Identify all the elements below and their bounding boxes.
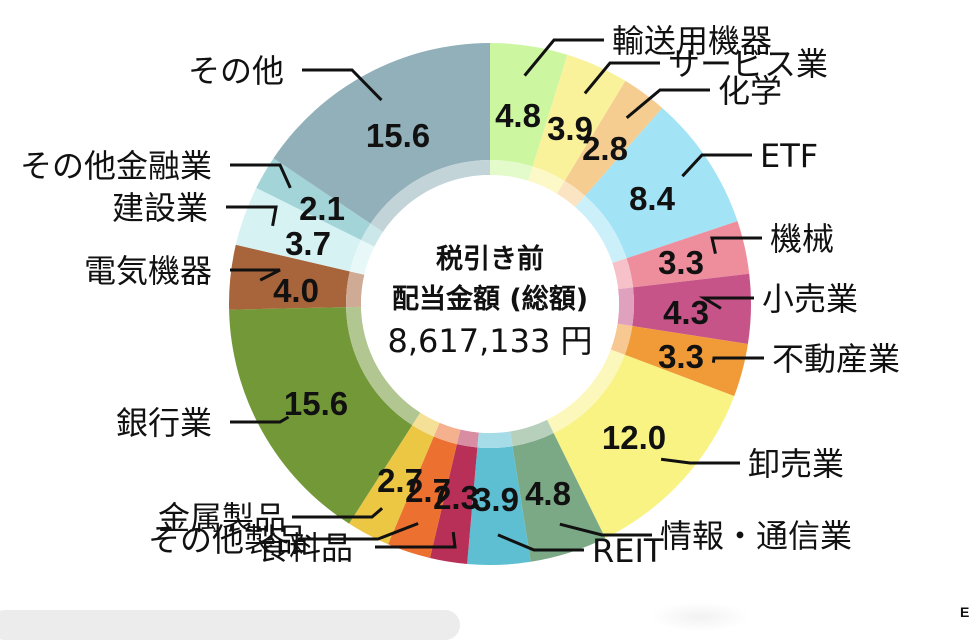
leader-line: [583, 61, 660, 95]
value-labels: 4.8 3.92.88.43.34.33.312.04.83.92.32.72.7…: [273, 97, 709, 518]
donut-segment[interactable]: [532, 54, 626, 181]
segment-value-label: 15.6: [366, 117, 430, 154]
leader-line: [302, 68, 383, 102]
segment-category-label: 食料品: [257, 529, 353, 567]
donut-segment[interactable]: [553, 354, 735, 539]
segment-value-label: 15.6: [284, 385, 348, 422]
segment-category-label: 輸送用機器: [612, 22, 772, 60]
leader-line: [292, 507, 384, 519]
leader-line: [681, 153, 752, 178]
donut-inner-band: [345, 160, 635, 448]
donut-center-summary: 税引き前 配当金額 (総額) 8,617,133 円: [360, 240, 620, 362]
donut-inner-segment: [610, 323, 633, 355]
corner-glyph: E: [960, 604, 970, 620]
leader-line: [226, 205, 278, 227]
segment-category-label: サービス業: [668, 45, 828, 83]
segment-category-label: その他金融業: [20, 147, 212, 185]
leader-line: [375, 531, 457, 549]
bottom-panel: [0, 610, 460, 640]
segment-value-label: 3.3: [658, 338, 704, 375]
donut-inner-segment: [345, 271, 365, 308]
leader-lines: [226, 38, 764, 552]
center-total-amount: 8,617,133 円: [387, 322, 593, 360]
donut-segment[interactable]: [235, 187, 362, 272]
segment-value-label: 3.9: [547, 110, 593, 147]
segment-category-label: その他製品: [148, 521, 308, 559]
segment-value-label: 4.3: [663, 294, 709, 331]
segment-value-label: 2.7: [405, 472, 451, 509]
segment-category-label: 不動産業: [772, 340, 900, 378]
segment-category-label: 卸売業: [748, 445, 844, 483]
donut-inner-segment: [346, 306, 421, 426]
segment-value-label: 2.8: [582, 130, 628, 167]
donut-inner-segment: [477, 431, 513, 448]
donut-inner-segment: [547, 349, 625, 434]
donut-segment[interactable]: [429, 444, 478, 564]
donut-segment[interactable]: [229, 244, 350, 310]
leader-line: [523, 38, 604, 77]
segment-value-label: 12.0: [602, 419, 666, 456]
bottom-glow: [650, 602, 750, 632]
donut-segment[interactable]: [490, 43, 568, 167]
segment-category-label: 電気機器: [84, 252, 212, 290]
center-title-line2: 配当金額 (総額): [391, 284, 589, 315]
segment-category-label: REIT: [592, 532, 664, 570]
segment-value-label: 3.3: [658, 244, 704, 281]
leader-line: [625, 88, 710, 119]
donut-inner-segment: [510, 419, 554, 447]
segment-category-label: 銀行業: [116, 404, 212, 442]
donut-chart: 4.8 3.92.88.43.34.33.312.04.83.92.32.72.7…: [20, 22, 900, 570]
leader-line: [698, 296, 754, 310]
donut-hole: [361, 175, 619, 433]
segment-value-label: 3.7: [285, 225, 331, 262]
segment-category-label: 機械: [770, 220, 834, 258]
donut-segment[interactable]: [624, 326, 748, 397]
center-title-line1: 税引き前: [436, 244, 544, 275]
segment-value-label: 8.4: [629, 180, 676, 217]
leader-line: [660, 457, 740, 465]
donut-inner-segment: [433, 422, 461, 445]
donut-inner-segment: [370, 160, 490, 232]
leader-line: [230, 268, 281, 282]
donut-segment[interactable]: [585, 107, 738, 259]
segment-value-label: 2.3: [433, 479, 479, 516]
segment-value-label: 2.7: [377, 462, 423, 499]
leader-line: [711, 356, 764, 363]
segment-category-label: 化学: [718, 72, 782, 110]
leader-line: [230, 163, 292, 189]
leader-line: [230, 415, 290, 424]
segment-category-label: その他: [188, 52, 284, 90]
segment-category-label: ETF: [760, 137, 818, 175]
donut-inner-segment: [490, 160, 533, 181]
segment-category-label: 情報・通信業: [660, 517, 852, 555]
segment-value-label: 4.0: [273, 272, 319, 309]
segment-value-label: 2.1: [299, 190, 345, 227]
leader-line: [710, 236, 762, 255]
donut-inner-segment: [617, 287, 635, 327]
segment-category-label: 建設業: [112, 189, 208, 227]
donut-segment[interactable]: [632, 273, 751, 344]
segment-value-label: 4.8: [525, 475, 571, 512]
donut-inner-segment: [612, 258, 634, 290]
donut-inner-segment: [528, 166, 565, 194]
donut-segment[interactable]: [349, 425, 434, 545]
segment-category-label: 金属製品: [158, 499, 286, 537]
donut-inner-segment: [556, 180, 586, 208]
segment-category-label: 小売業: [762, 280, 858, 318]
donut-segment[interactable]: [229, 307, 413, 524]
leader-line: [497, 533, 584, 552]
donut-segment[interactable]: [273, 43, 490, 224]
donut-segment[interactable]: [467, 446, 531, 565]
donut-inner-segment: [361, 223, 383, 247]
donut-inner-segment: [456, 429, 479, 448]
donut-inner-segment: [349, 239, 375, 275]
donut-inner-segment: [575, 195, 627, 264]
segment-value-label: 4.8: [495, 97, 541, 134]
segment-value-label: 3.9: [473, 481, 519, 518]
leader-line: [298, 522, 419, 541]
leader-line: [559, 522, 652, 537]
donut-inner-segment: [412, 412, 440, 437]
